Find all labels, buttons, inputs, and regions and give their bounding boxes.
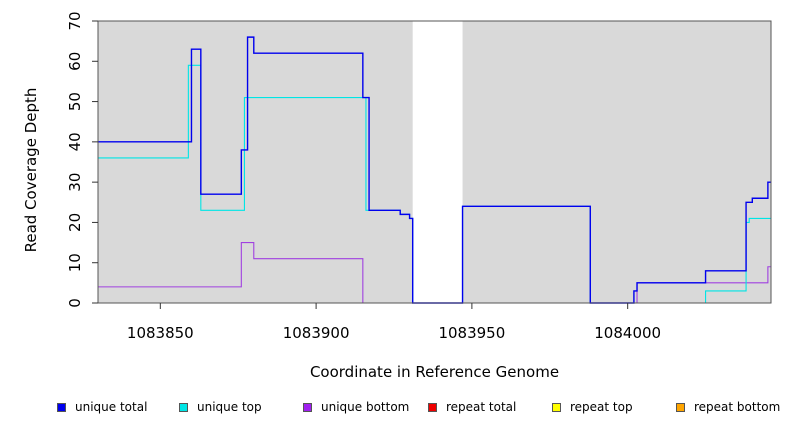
unshaded-region [412,21,463,303]
legend-label: unique bottom [321,400,410,414]
y-tick-label: 0 [66,298,84,308]
legend-swatch-unique-bottom [303,402,312,412]
legend-swatch-repeat-total [428,402,437,412]
legend-item-repeat-top: repeat top [552,400,633,414]
legend: unique total unique top unique bottom re… [0,400,792,420]
x-tick-label: 1083950 [438,324,505,342]
y-tick-label: 20 [66,213,84,232]
x-tick-label: 1083850 [127,324,194,342]
x-axis-title: Coordinate in Reference Genome [310,363,559,381]
y-axis: 0 10 20 30 40 50 60 70 [66,11,98,308]
series-unique-bottom [98,242,771,304]
legend-item-repeat-bottom: repeat bottom [676,400,780,414]
legend-label: repeat total [446,400,517,414]
y-tick-label: 50 [66,92,84,111]
legend-label: unique top [197,400,262,414]
plot-frame [97,20,772,304]
x-axis: 1083850 1083900 1083950 1084000 [127,303,661,342]
coverage-chart: 1083850 1083900 1083950 1084000 0 10 20 30 40 50… [22,11,772,381]
y-axis-title: Read Coverage Depth [22,88,40,253]
unshaded-region-layer [412,21,463,303]
legend-swatch-unique-total [57,402,66,412]
legend-swatch-unique-top [179,402,188,412]
y-tick-label: 30 [66,173,84,192]
x-tick-label: 1084000 [594,324,661,342]
legend-label: repeat bottom [694,400,781,414]
legend-swatch-repeat-bottom [676,402,685,412]
legend-swatch-repeat-top [552,402,561,412]
y-tick-label: 70 [66,11,84,30]
y-tick-label: 10 [66,253,84,272]
series-unique-total [98,36,771,304]
legend-label: repeat top [570,400,633,414]
legend-item-unique-bottom: unique bottom [303,400,409,414]
legend-item-unique-total: unique total [57,400,147,414]
legend-label: unique total [75,400,148,414]
legend-item-repeat-total: repeat total [428,400,516,414]
y-tick-label: 60 [66,52,84,71]
x-tick-label: 1083900 [283,324,350,342]
y-tick-label: 40 [66,132,84,151]
legend-item-unique-top: unique top [179,400,262,414]
